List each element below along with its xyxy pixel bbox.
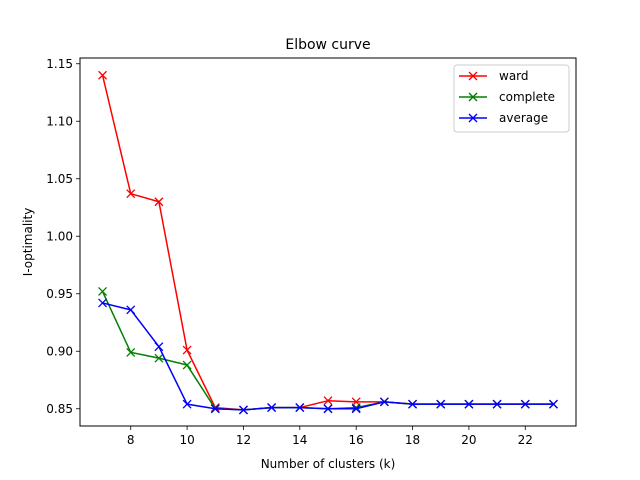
data-point-complete	[154, 353, 164, 363]
x-tick-label: 14	[292, 433, 307, 447]
data-point-average	[436, 399, 446, 409]
legend-marker	[468, 113, 478, 123]
data-point-average	[323, 404, 333, 414]
data-point-complete	[126, 347, 136, 357]
legend-label: average	[499, 111, 548, 125]
data-point-ward	[323, 396, 333, 406]
x-axis: 8 10 12 14 16 18 20 22	[127, 426, 533, 447]
legend-label: complete	[499, 90, 555, 104]
legend-item-ward: ward	[459, 69, 529, 83]
legend-item-average: average	[459, 111, 548, 125]
y-tick-label: 1.15	[46, 57, 73, 71]
data-point-average	[238, 405, 248, 415]
data-point-average	[126, 305, 136, 315]
x-tick-label: 8	[127, 433, 135, 447]
x-tick-label: 18	[405, 433, 420, 447]
legend-label: ward	[499, 69, 529, 83]
data-point-ward	[126, 189, 136, 199]
data-point-average	[548, 399, 558, 409]
y-tick-label: 0.90	[46, 344, 73, 358]
data-point-complete	[351, 403, 361, 413]
data-point-average	[520, 399, 530, 409]
y-axis: 0.85 0.90 0.95 1.00 1.05 1.10 1.15	[46, 57, 80, 416]
series-average	[98, 298, 558, 415]
y-tick-label: 1.00	[46, 229, 73, 243]
y-tick-label: 1.10	[46, 114, 73, 128]
x-tick-label: 16	[349, 433, 364, 447]
data-point-average	[464, 399, 474, 409]
x-tick-label: 10	[179, 433, 194, 447]
data-point-ward	[98, 70, 108, 80]
y-tick-label: 1.05	[46, 172, 73, 186]
x-axis-title: Number of clusters (k)	[261, 457, 396, 471]
data-point-average	[379, 397, 389, 407]
legend: ward complete average	[453, 64, 570, 133]
data-point-average	[492, 399, 502, 409]
plot-frame	[79, 57, 577, 427]
data-point-ward	[154, 197, 164, 207]
legend-item-complete: complete	[459, 90, 555, 104]
data-point-complete	[98, 286, 108, 296]
data-point-average	[182, 399, 192, 409]
data-point-average	[267, 403, 277, 413]
x-tick-label: 20	[461, 433, 476, 447]
y-axis-title: I-optimality	[21, 208, 35, 277]
legend-box	[453, 64, 570, 133]
data-point-complete	[182, 360, 192, 370]
legend-marker	[468, 92, 478, 102]
data-point-average	[154, 342, 164, 352]
data-point-ward	[182, 345, 192, 355]
y-tick-label: 0.95	[46, 287, 73, 301]
series-layer	[98, 70, 558, 415]
y-tick-label: 0.85	[46, 402, 73, 416]
x-tick-label: 22	[518, 433, 533, 447]
data-point-average	[210, 404, 220, 414]
chart-title: Elbow curve	[285, 37, 370, 53]
data-point-average	[98, 298, 108, 308]
x-tick-label: 12	[236, 433, 251, 447]
data-point-average	[408, 399, 418, 409]
data-point-average	[295, 403, 305, 413]
legend-marker	[468, 71, 478, 81]
data-point-average	[351, 404, 361, 414]
